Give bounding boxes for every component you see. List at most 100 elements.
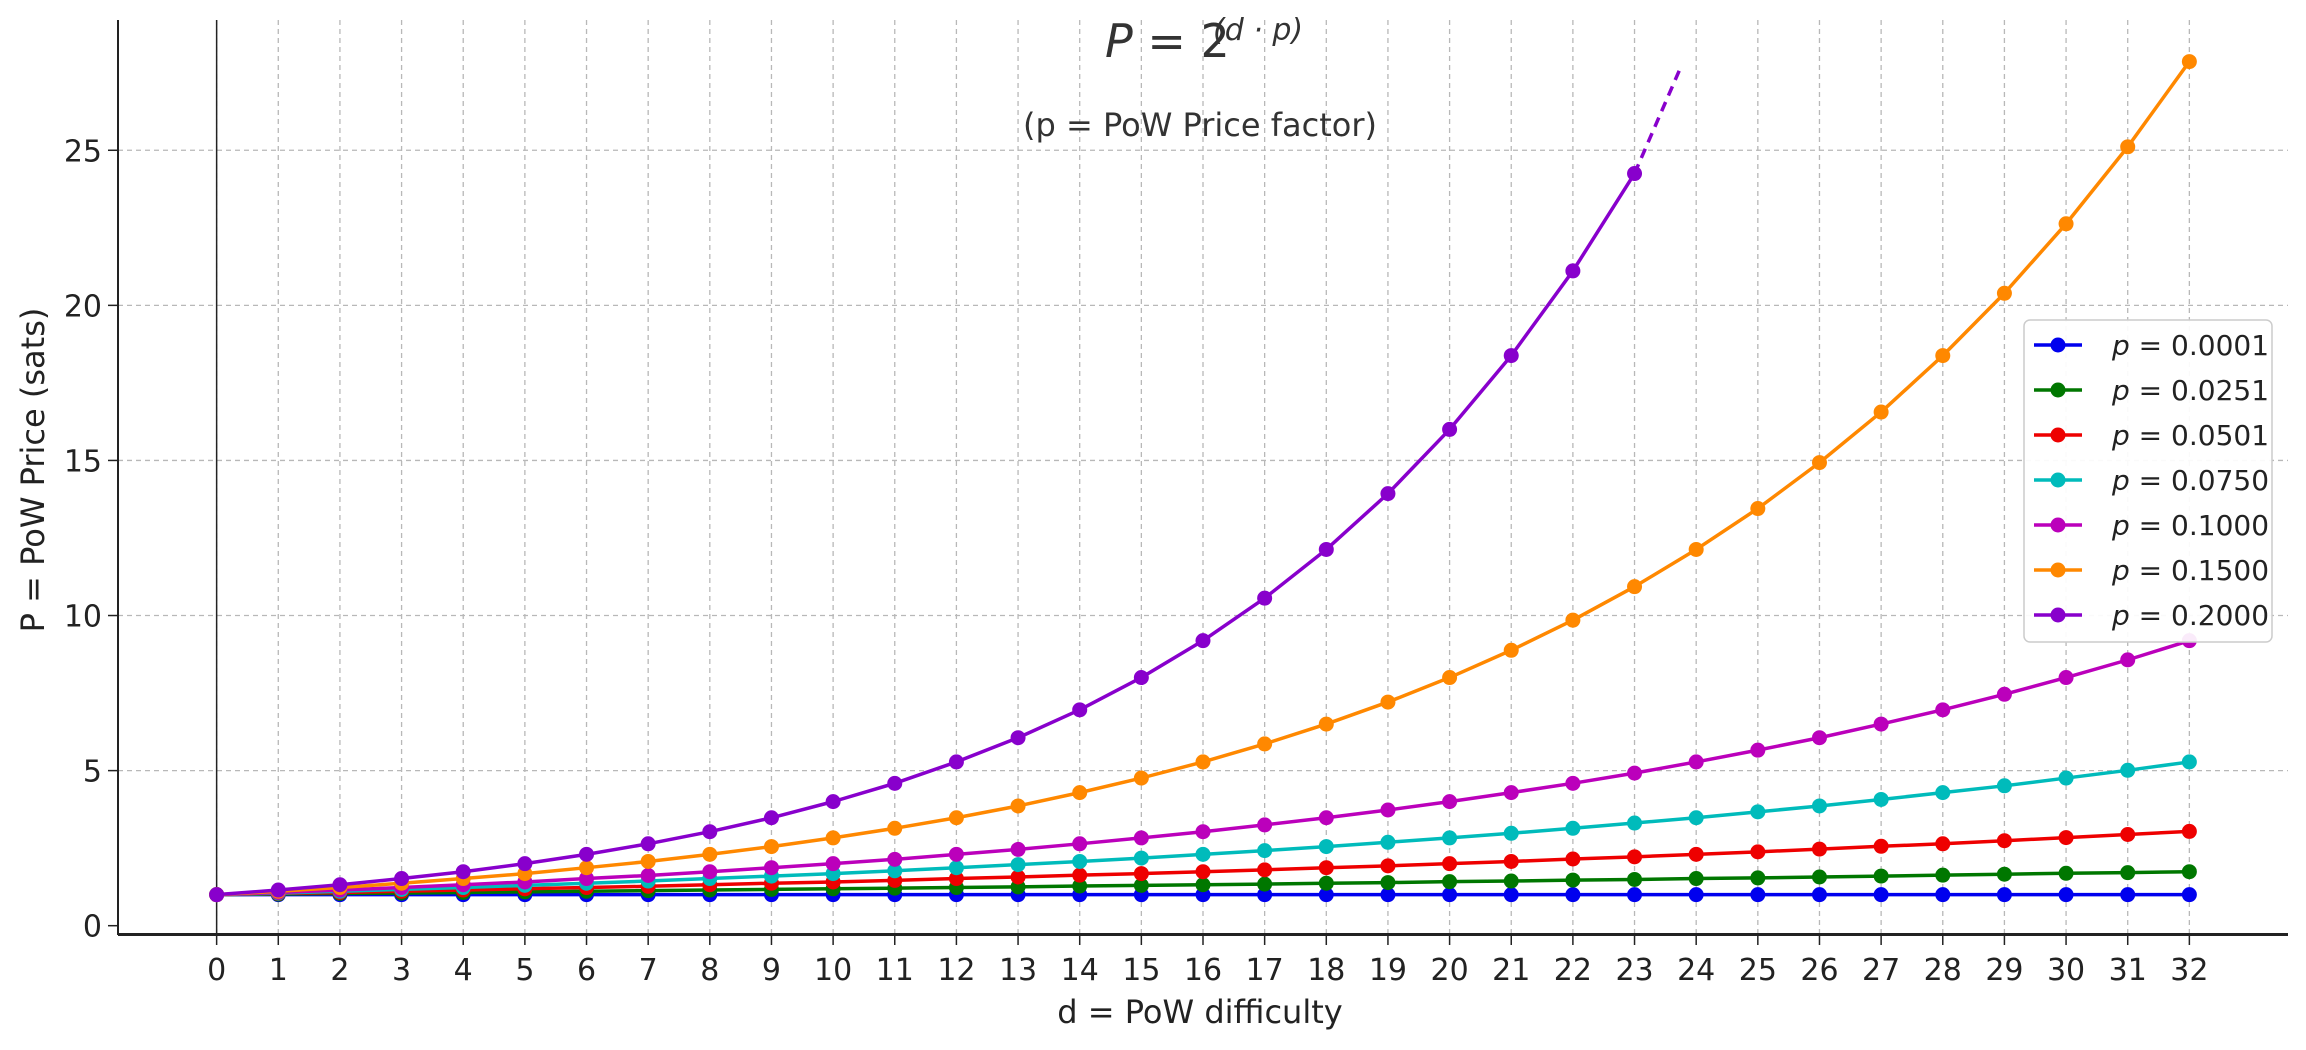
data-point — [2058, 830, 2074, 846]
x-tick-label: 2 — [330, 953, 349, 988]
data-point — [2058, 770, 2074, 786]
data-point — [1750, 887, 1766, 903]
data-point — [948, 810, 964, 826]
data-point — [1072, 702, 1088, 718]
data-point — [1811, 869, 1827, 885]
x-tick-label: 5 — [515, 953, 534, 988]
data-point — [1627, 887, 1643, 903]
data-point — [1935, 867, 1951, 883]
data-point — [1996, 285, 2012, 301]
data-point — [1442, 670, 1458, 686]
data-point — [1380, 887, 1396, 903]
title-exponent: (d · p) — [1213, 13, 1303, 48]
data-point — [1010, 798, 1026, 814]
x-tick-label: 6 — [577, 953, 596, 988]
legend-label: p = 0.1000 — [2111, 509, 2269, 542]
data-point — [1318, 541, 1334, 557]
x-tick-label: 12 — [937, 953, 975, 988]
data-point — [1257, 817, 1273, 833]
data-point — [1195, 754, 1211, 770]
data-point — [1811, 455, 1827, 471]
data-point — [763, 839, 779, 855]
legend-label: p = 0.0251 — [2111, 374, 2269, 407]
data-point — [1873, 868, 1889, 884]
data-point — [1380, 875, 1396, 891]
data-point — [1010, 857, 1026, 873]
legend-swatch-marker — [2050, 607, 2066, 623]
data-point — [1996, 866, 2012, 882]
data-point — [579, 846, 595, 862]
x-tick-label: 0 — [207, 953, 226, 988]
x-tick-label: 4 — [454, 953, 473, 988]
data-point — [825, 856, 841, 872]
data-point — [1750, 501, 1766, 517]
x-tick-label: 21 — [1492, 953, 1530, 988]
x-tick-label: 31 — [2109, 953, 2147, 988]
data-point — [2120, 887, 2136, 903]
data-point — [2120, 652, 2136, 668]
y-tick-label: 0 — [83, 910, 102, 945]
data-point — [579, 871, 595, 887]
legend-label: p = 0.0501 — [2111, 419, 2269, 452]
data-point — [517, 856, 533, 872]
data-point — [1688, 887, 1704, 903]
data-point — [702, 864, 718, 880]
data-point — [1750, 870, 1766, 886]
data-point — [1318, 860, 1334, 876]
data-point — [1072, 878, 1088, 894]
data-point — [2181, 823, 2197, 839]
data-point — [1318, 875, 1334, 891]
data-point — [887, 863, 903, 879]
x-tick-label: 13 — [999, 953, 1037, 988]
y-tick-label: 5 — [83, 755, 102, 790]
data-point — [1811, 730, 1827, 746]
series-lines — [209, 54, 2197, 903]
data-point — [1873, 716, 1889, 732]
x-tick-label: 28 — [1924, 953, 1962, 988]
x-tick-label: 22 — [1554, 953, 1592, 988]
x-tick-label: 11 — [876, 953, 914, 988]
data-point — [1935, 836, 1951, 852]
data-point — [1688, 754, 1704, 770]
data-point — [579, 860, 595, 876]
x-tick-label: 32 — [2170, 953, 2208, 988]
legend-item: p = 0.1500 — [2034, 554, 2269, 587]
data-point — [1072, 785, 1088, 801]
legend-swatch-marker — [2050, 337, 2066, 353]
x-tick-label: 8 — [700, 953, 719, 988]
data-point — [1503, 348, 1519, 364]
legend-item: p = 0.0001 — [2034, 329, 2269, 362]
x-tick-label: 16 — [1184, 953, 1222, 988]
data-point — [2181, 754, 2197, 770]
data-point — [1565, 872, 1581, 888]
data-point — [1133, 866, 1149, 882]
series-extension — [1632, 66, 1683, 175]
data-point — [2058, 887, 2074, 903]
data-point — [209, 887, 225, 903]
data-point — [2181, 864, 2197, 880]
data-point — [1318, 839, 1334, 855]
x-tick-label: 24 — [1677, 953, 1715, 988]
data-point — [1627, 871, 1643, 887]
data-point — [1195, 633, 1211, 649]
data-point — [1503, 873, 1519, 889]
data-point — [948, 871, 964, 887]
legend-swatch-marker — [2050, 517, 2066, 533]
x-tick-label: 3 — [392, 953, 411, 988]
data-point — [2058, 670, 2074, 686]
x-tick-label: 26 — [1800, 953, 1838, 988]
data-point — [640, 867, 656, 883]
data-point — [1318, 887, 1334, 903]
data-point — [763, 810, 779, 826]
x-tick-label: 7 — [639, 953, 658, 988]
data-point — [1627, 765, 1643, 781]
data-point — [1627, 849, 1643, 865]
data-point — [394, 871, 410, 887]
data-point — [887, 851, 903, 867]
data-point — [1380, 486, 1396, 502]
data-point — [2120, 865, 2136, 881]
data-point — [2120, 827, 2136, 843]
data-point — [1380, 694, 1396, 710]
x-tick-label: 23 — [1615, 953, 1653, 988]
data-point — [1257, 843, 1273, 859]
